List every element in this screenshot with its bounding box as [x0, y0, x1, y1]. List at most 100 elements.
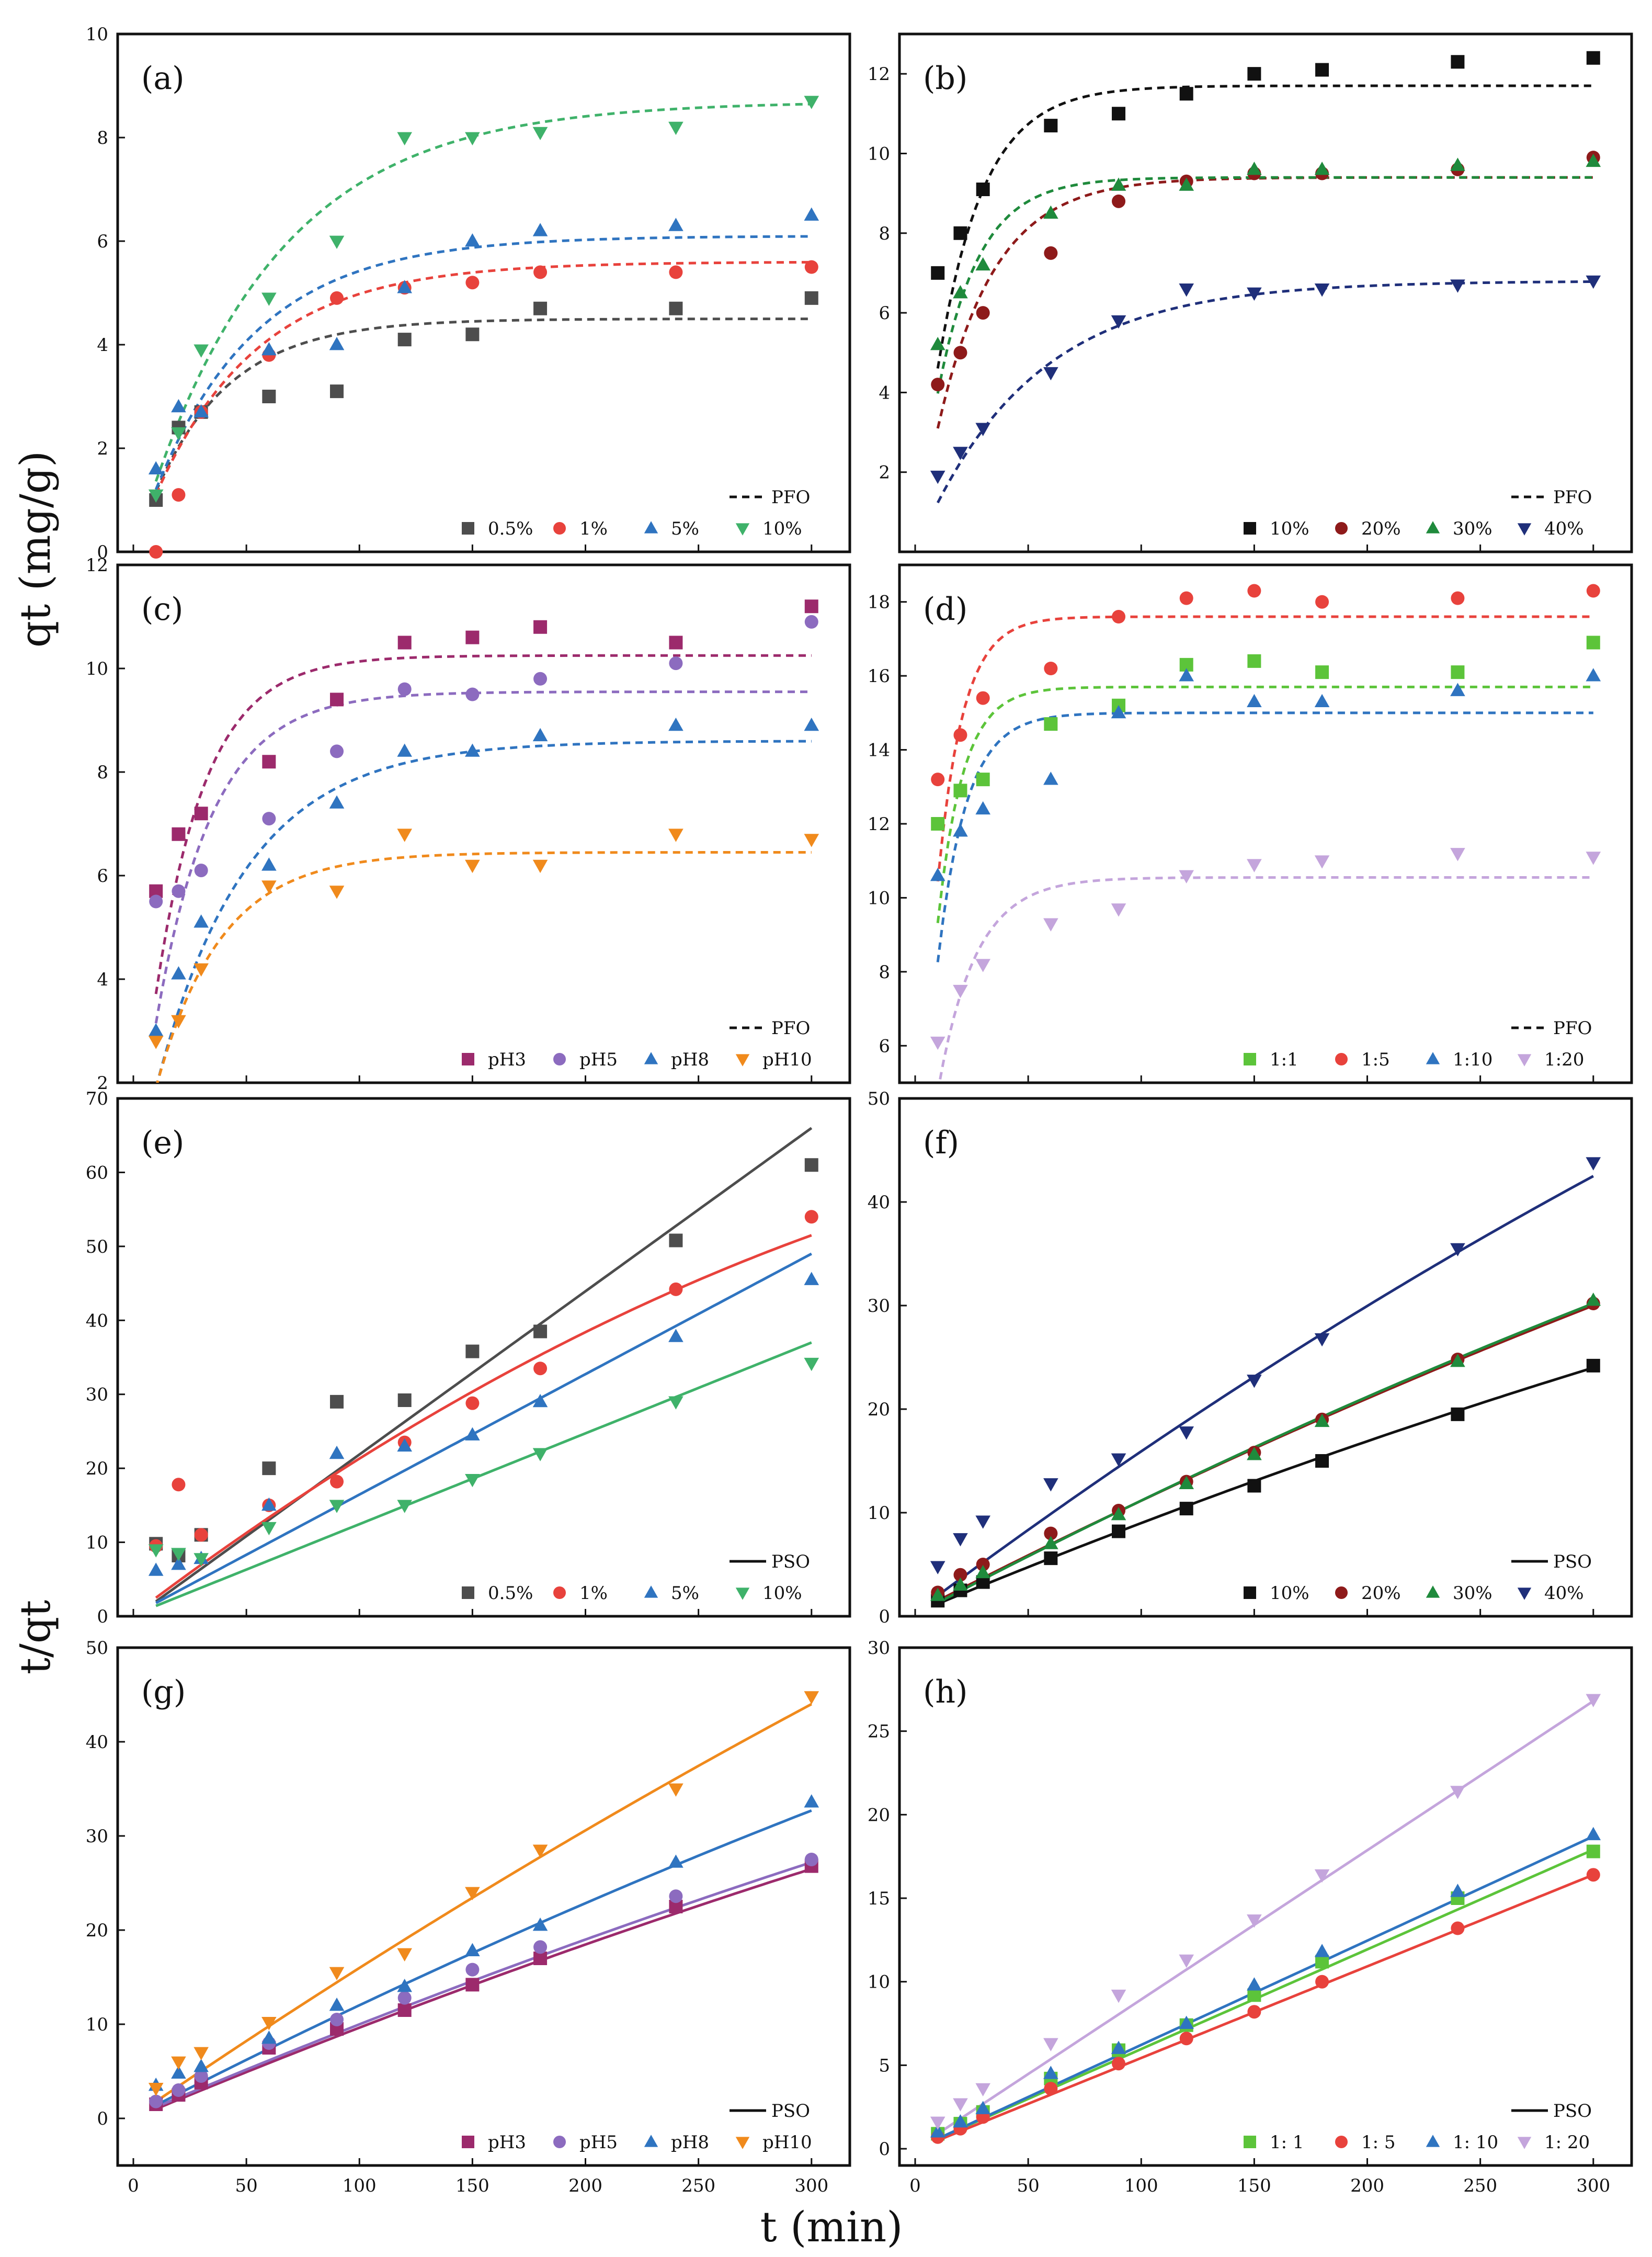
panel-g-legend-label-2: pH8	[671, 2132, 709, 2153]
panel-h-point-3-6	[1247, 1914, 1262, 1928]
panel-a: (a) 0 2 4 6 8 10 PFO 0.5% 1% 5% 10%	[86, 24, 851, 563]
panel-b-point-2-4	[1111, 177, 1126, 191]
panel-b-point-3-3	[1043, 367, 1058, 381]
panel-f-label: (f)	[923, 1125, 959, 1161]
panel-c-point-2-9	[804, 717, 819, 731]
panel-h-ytick-label: 5	[879, 2055, 890, 2076]
panel-h-point-2-8	[1450, 1884, 1465, 1897]
panel-c-point-0-6	[465, 630, 480, 644]
panel-d-ytick-label: 8	[879, 962, 890, 983]
panel-f-fit-0	[937, 1366, 1594, 1605]
panel-h-point-1-3	[1044, 2082, 1058, 2096]
panel-d-legend-marker-1	[1335, 1053, 1348, 1065]
panel-d-legend-label-1: 1:5	[1361, 1049, 1390, 1070]
panel-c-point-3-6	[465, 859, 480, 874]
panel-b-point-0-4	[1112, 107, 1126, 121]
panel-d-legend-label-2: 1:10	[1453, 1049, 1493, 1070]
panel-c: (c) 2 4 6 8 10 12 PFO pH3 pH5 pH8 pH10	[86, 555, 851, 1094]
panel-f-legend-label-3: 40%	[1544, 1583, 1584, 1604]
panel-e-legend-label-0: 0.5%	[488, 1583, 533, 1604]
panel-c-point-0-5	[397, 636, 412, 650]
panel-e-point-3-6	[465, 1473, 480, 1488]
panel-g-point-2-7	[532, 1918, 548, 1931]
panel-e-ytick-label: 60	[86, 1162, 108, 1183]
panel-a-ytick-label: 2	[97, 438, 108, 459]
panel-d-point-2-4	[1111, 705, 1126, 719]
panel-h-point-2-6	[1247, 1977, 1262, 1991]
panel-b-fit-2	[936, 176, 1593, 394]
panel-c-legend-marker-2	[644, 1052, 658, 1064]
panel-b-point-1-0	[931, 378, 945, 392]
panel-h-point-2-1	[953, 2114, 968, 2128]
panel-a-point-0-6	[465, 327, 480, 342]
panel-b-legend-marker-1	[1335, 522, 1348, 535]
panel-h-point-1-6	[1247, 2005, 1261, 2019]
panel-d-point-2-7	[1314, 694, 1330, 708]
panel-d-point-3-9	[1586, 852, 1601, 865]
panel-c-point-0-8	[669, 636, 683, 650]
panel-a-point-0-8	[669, 301, 683, 315]
panel-c-point-1-4	[330, 744, 344, 758]
panel-h-point-2-3	[1043, 2066, 1058, 2079]
panel-e-point-3-2	[193, 1553, 209, 1567]
panel-b-point-2-5	[1179, 177, 1194, 191]
panel-g-point-0-4	[330, 2022, 344, 2036]
panel-g-frame	[116, 1646, 851, 2167]
panel-b-legend-fit-label: PFO	[1553, 487, 1592, 508]
panel-f-legend-marker-2	[1426, 1585, 1440, 1598]
panel-e-point-2-5	[397, 1438, 413, 1452]
panel-b-point-3-5	[1179, 283, 1194, 297]
panel-h-legend-marker-3	[1517, 2137, 1532, 2149]
panel-a-fit-1	[154, 260, 812, 495]
panel-a-point-1-1	[172, 488, 186, 502]
panel-b-fit-1	[936, 176, 1593, 429]
panel-h-ytick-label: 20	[868, 1805, 890, 1825]
panel-f-point-3-9	[1586, 1157, 1601, 1171]
panel-h-point-3-5	[1179, 1954, 1194, 1968]
panel-c-point-0-0	[149, 884, 163, 898]
panel-h-ytick-label: 15	[868, 1888, 890, 1909]
panel-f-point-2-4	[1111, 1507, 1126, 1521]
panel-d-point-3-7	[1314, 855, 1330, 869]
panel-e-ytick-label: 70	[86, 1088, 108, 1109]
panel-g-xtick-label: 150	[455, 2175, 489, 2196]
panel-g-xtick-label: 200	[568, 2175, 602, 2196]
panel-e-point-2-9	[804, 1272, 819, 1285]
panel-a-point-3-4	[329, 235, 345, 249]
panel-f-point-3-6	[1247, 1375, 1262, 1388]
panel-f-ytick-label: 10	[868, 1503, 890, 1524]
panel-b-point-0-2	[976, 183, 990, 196]
panel-e-point-1-1	[172, 1478, 186, 1492]
panel-e-legend-label-1: 1%	[579, 1583, 608, 1604]
panel-a-point-0-4	[330, 384, 344, 399]
panel-a-point-2-4	[329, 337, 345, 350]
panel-f-point-3-2	[975, 1515, 990, 1529]
panel-a-point-0-3	[262, 390, 276, 403]
panel-h-xtick-label: 100	[1124, 2175, 1158, 2196]
panel-b-legend-label-3: 40%	[1544, 518, 1584, 539]
panel-d-ytick-label: 14	[868, 740, 890, 761]
panel-f-point-0-4	[1112, 1524, 1126, 1538]
panel-f-point-1-2	[976, 1558, 990, 1571]
panel-d-point-1-5	[1179, 591, 1193, 605]
panel-a-legend-label-1: 1%	[579, 518, 608, 539]
panel-h-ytick-label: 10	[868, 1972, 890, 1993]
panel-g-point-2-6	[465, 1943, 480, 1956]
panel-d-point-0-8	[1451, 665, 1465, 679]
panel-h-fit-3	[937, 1700, 1594, 2135]
panel-c-ytick-label: 8	[97, 762, 108, 783]
panel-c-point-1-1	[172, 884, 186, 898]
panel-h-xtick-label: 300	[1576, 2175, 1610, 2196]
panel-f-point-3-0	[930, 1561, 945, 1574]
panel-a-point-3-6	[465, 132, 480, 145]
panel-b-point-1-4	[1112, 194, 1126, 208]
panel-g-xtick-label: 50	[235, 2175, 257, 2196]
panel-a-point-2-5	[397, 280, 413, 293]
panel-d-fit-1	[936, 615, 1593, 882]
panel-b-point-3-9	[1586, 275, 1601, 289]
panel-g-point-3-2	[193, 2047, 209, 2060]
panel-g-ytick-label: 0	[97, 2108, 108, 2129]
panel-g-point-3-5	[397, 1948, 413, 1961]
panel-f-point-2-6	[1247, 1447, 1262, 1460]
panel-e-fit-0	[155, 1127, 813, 1603]
